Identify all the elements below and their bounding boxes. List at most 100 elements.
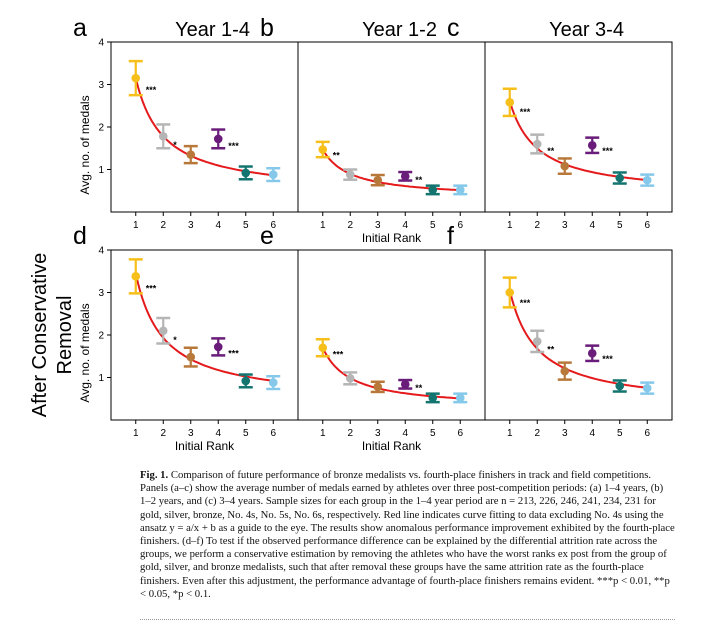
x-tick-label: 6 bbox=[457, 428, 463, 439]
x-tick-label: 5 bbox=[243, 428, 249, 439]
data-point bbox=[560, 366, 570, 376]
panel-title-a: Year 1-4 bbox=[175, 19, 250, 41]
data-point bbox=[428, 185, 438, 195]
y-axis-label: Avg. no. of medals bbox=[78, 95, 92, 194]
y-tick-label: 1 bbox=[98, 373, 104, 384]
y-tick-label: 3 bbox=[98, 80, 104, 91]
data-point bbox=[642, 383, 652, 393]
significance-mark: ** bbox=[333, 150, 341, 160]
data-point bbox=[131, 272, 141, 281]
fit-curve bbox=[134, 77, 274, 177]
x-axis-label: Initial Rank bbox=[362, 439, 422, 453]
data-point bbox=[268, 170, 278, 179]
side-label-line-2: Removal bbox=[54, 296, 76, 375]
data-point bbox=[131, 73, 141, 83]
x-tick-label: 2 bbox=[534, 220, 540, 231]
significance-mark: *** bbox=[333, 349, 344, 359]
significance-mark: *** bbox=[520, 298, 531, 308]
significance-mark: ** bbox=[415, 175, 423, 185]
x-tick-label: 1 bbox=[320, 220, 326, 231]
x-tick-label: 3 bbox=[562, 428, 568, 439]
x-tick-label: 3 bbox=[188, 220, 194, 231]
significance-mark: *** bbox=[602, 146, 613, 156]
data-point bbox=[186, 150, 196, 159]
x-tick-label: 6 bbox=[270, 428, 276, 439]
x-tick-label: 2 bbox=[160, 220, 166, 231]
x-tick-label: 4 bbox=[589, 220, 595, 231]
y-tick-label: 4 bbox=[98, 246, 104, 257]
significance-mark: ** bbox=[415, 383, 423, 393]
panel-letter-b: b bbox=[260, 14, 274, 42]
x-tick-label: 6 bbox=[644, 220, 650, 231]
significance-mark: *** bbox=[146, 283, 157, 293]
fit-curve bbox=[321, 347, 461, 400]
x-tick-label: 5 bbox=[617, 220, 623, 231]
panel-letter-a: a bbox=[73, 14, 87, 42]
fit-curve bbox=[508, 289, 648, 389]
panel-letter-c: c bbox=[447, 14, 460, 42]
x-tick-label: 1 bbox=[133, 428, 139, 439]
x-tick-label: 5 bbox=[617, 428, 623, 439]
data-point bbox=[345, 170, 355, 179]
x-tick-label: 2 bbox=[160, 428, 166, 439]
x-tick-label: 5 bbox=[430, 220, 436, 231]
data-point bbox=[268, 378, 278, 387]
panel-frame-c bbox=[484, 41, 673, 213]
fit-curve bbox=[508, 100, 648, 181]
panel-frame-f bbox=[484, 249, 673, 421]
data-point bbox=[373, 382, 383, 392]
data-point bbox=[158, 326, 168, 336]
x-tick-label: 4 bbox=[589, 428, 595, 439]
y-tick-label: 2 bbox=[98, 123, 104, 134]
data-point bbox=[455, 393, 465, 403]
data-point bbox=[455, 185, 465, 195]
data-point bbox=[158, 132, 168, 141]
x-axis-label: Initial Rank bbox=[175, 439, 235, 453]
data-point bbox=[587, 348, 597, 358]
y-tick-label: 3 bbox=[98, 288, 104, 299]
x-tick-label: 5 bbox=[243, 220, 249, 231]
y-tick-label: 2 bbox=[98, 331, 104, 342]
significance-mark: *** bbox=[228, 348, 239, 358]
panel-title-c: Year 3-4 bbox=[549, 19, 624, 41]
data-point bbox=[373, 175, 383, 185]
x-tick-label: 3 bbox=[562, 220, 568, 231]
x-tick-label: 4 bbox=[215, 428, 221, 439]
x-tick-label: 6 bbox=[457, 220, 463, 231]
significance-mark: *** bbox=[520, 107, 531, 117]
x-tick-label: 6 bbox=[270, 220, 276, 231]
x-tick-label: 2 bbox=[347, 220, 353, 231]
data-point bbox=[642, 175, 652, 185]
data-point bbox=[213, 342, 223, 352]
x-tick-label: 4 bbox=[402, 220, 408, 231]
side-label-line-1: After Conservative bbox=[29, 253, 51, 418]
x-tick-label: 6 bbox=[644, 428, 650, 439]
data-point bbox=[532, 139, 542, 149]
data-point bbox=[345, 374, 355, 383]
panel-frame-a bbox=[110, 41, 299, 213]
y-axis-label: Avg. no. of medals bbox=[78, 303, 92, 402]
x-tick-label: 4 bbox=[402, 428, 408, 439]
x-tick-label: 1 bbox=[133, 220, 139, 231]
fit-curve bbox=[134, 273, 274, 382]
x-axis-label: Initial Rank bbox=[362, 231, 422, 245]
significance-mark: * bbox=[173, 335, 177, 345]
significance-mark: *** bbox=[228, 141, 239, 151]
significance-mark: *** bbox=[146, 85, 157, 95]
significance-mark: * bbox=[173, 140, 177, 150]
x-tick-label: 4 bbox=[215, 220, 221, 231]
fit-curve bbox=[321, 148, 461, 192]
x-tick-label: 2 bbox=[534, 428, 540, 439]
data-point bbox=[505, 288, 515, 297]
data-point bbox=[186, 352, 196, 362]
data-point bbox=[241, 376, 251, 386]
x-tick-label: 5 bbox=[430, 428, 436, 439]
panel-letter-d: d bbox=[73, 222, 87, 250]
caption-text: Comparison of future performance of bron… bbox=[140, 469, 675, 600]
x-tick-label: 2 bbox=[347, 428, 353, 439]
x-tick-label: 3 bbox=[375, 428, 381, 439]
significance-mark: *** bbox=[602, 354, 613, 364]
y-tick-label: 1 bbox=[98, 165, 104, 176]
data-point bbox=[400, 172, 410, 181]
